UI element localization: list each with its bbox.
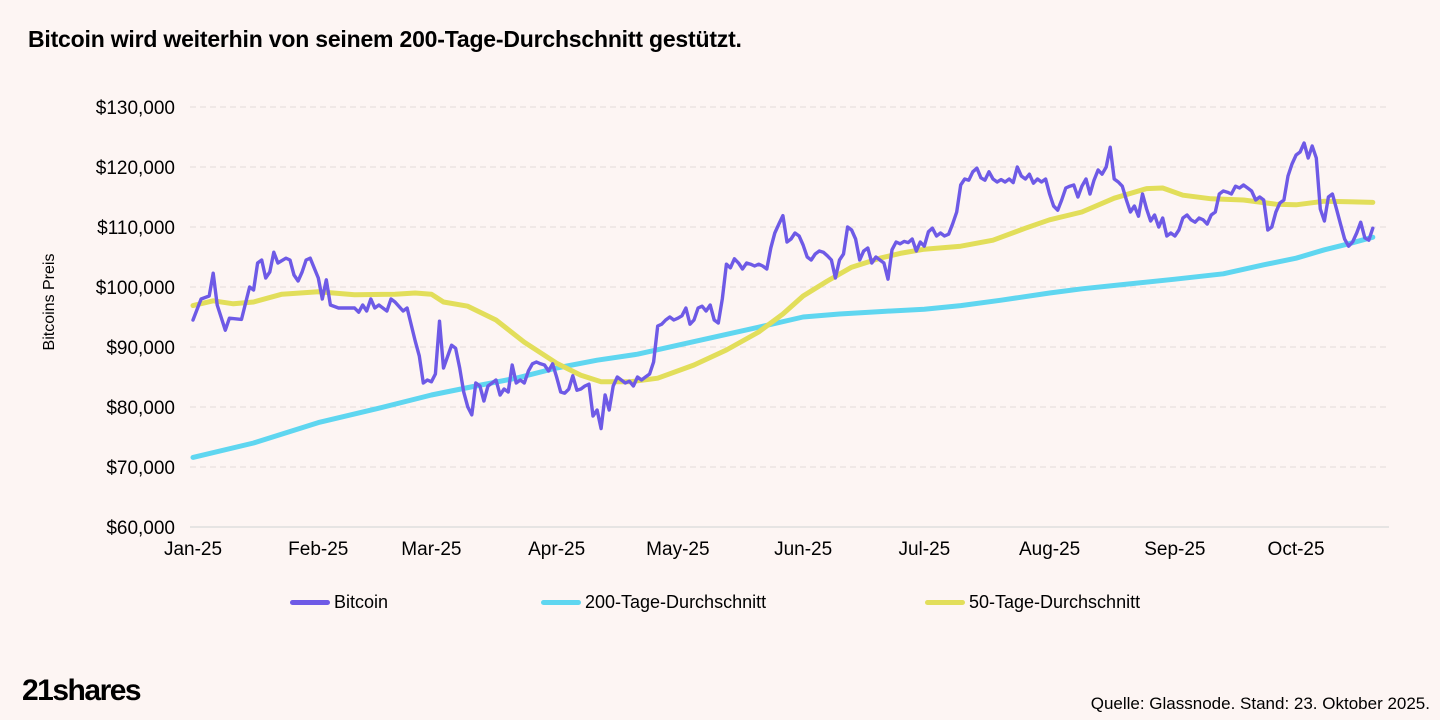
y-tick-label: $120,000 (96, 158, 175, 179)
x-tick-label: Mar-25 (401, 539, 461, 560)
x-tick-label: Oct-25 (1268, 539, 1325, 560)
series-line-ma50 (190, 185, 1376, 385)
y-tick-label: $90,000 (106, 338, 175, 359)
chart-title: Bitcoin wird weiterhin von seinem 200-Ta… (28, 26, 742, 52)
x-tick-label: Apr-25 (528, 539, 585, 560)
legend-item-ma200[interactable]: 200-Tage-Durchschnitt (541, 592, 766, 613)
legend-swatch-bitcoin (290, 600, 330, 605)
y-tick-label: $110,000 (97, 218, 175, 239)
series-lines (190, 141, 1376, 460)
legend-label-bitcoin: Bitcoin (334, 592, 389, 612)
y-tick-label: $130,000 (96, 98, 175, 119)
y-axis-ticks: $60,000 $70,000 $80,000 $90,000 $100,000 $110… (96, 98, 175, 539)
x-tick-label: Jan-25 (164, 539, 222, 560)
x-tick-label: Jun-25 (774, 539, 832, 560)
y-tick-label: $60,000 (106, 518, 175, 539)
source-note: Quelle: Glassnode. Stand: 23. Oktober 20… (1090, 694, 1430, 713)
x-tick-label: May-25 (646, 539, 709, 560)
legend-label-ma200: 200-Tage-Durchschnitt (585, 592, 767, 612)
y-tick-label: $80,000 (106, 398, 175, 419)
line-chart: $60,000 $70,000 $80,000 $90,000 $100,000 $110… (41, 98, 1389, 560)
legend: Bitcoin 200-Tage-Durchschnitt 50-Tage-Du… (0, 592, 1440, 616)
x-axis-ticks: Jan-25 Feb-25 Mar-25 Apr-25 May-25 Jun-25 Jul-… (164, 539, 1325, 560)
series-line-ma200 (190, 234, 1376, 460)
legend-swatch-ma200 (541, 600, 581, 605)
grid-lines (190, 106, 1389, 468)
legend-item-ma50[interactable]: 50-Tage-Durchschnitt (925, 592, 1140, 613)
x-tick-label: Sep-25 (1144, 539, 1205, 560)
x-tick-label: Feb-25 (288, 539, 348, 560)
brand-logo: 21shares (22, 674, 142, 707)
legend-swatch-ma50 (925, 600, 965, 605)
y-tick-label: $70,000 (106, 458, 175, 479)
x-tick-label: Jul-25 (898, 539, 950, 560)
y-axis-label: Bitcoins Preis (41, 254, 58, 351)
x-tick-label: Aug-25 (1019, 539, 1080, 560)
y-tick-label: $100,000 (96, 278, 175, 299)
series-line-bitcoin (191, 141, 1375, 431)
legend-item-bitcoin[interactable]: Bitcoin (290, 592, 388, 613)
legend-label-ma50: 50-Tage-Durchschnitt (969, 592, 1141, 612)
